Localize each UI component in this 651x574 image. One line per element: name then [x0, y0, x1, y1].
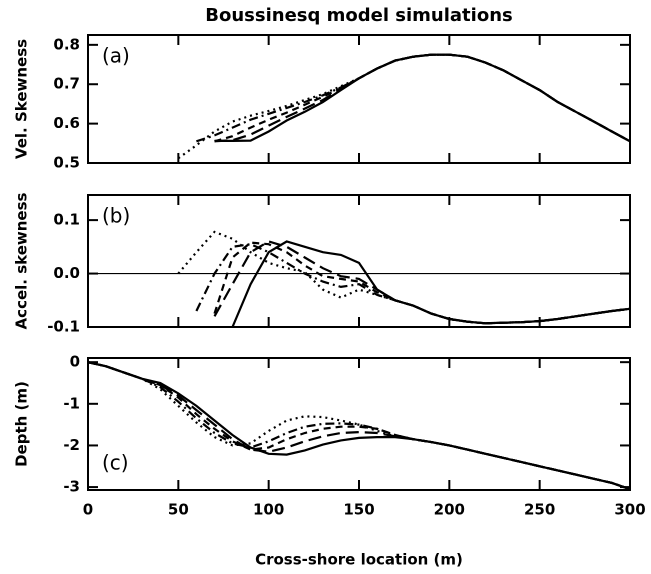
x-tick-label: 150: [343, 501, 374, 519]
x-tick-label: 300: [614, 501, 645, 519]
plot-frame: [87, 194, 631, 328]
y-tick-label: 0.8: [53, 35, 80, 53]
panel-label: (a): [102, 44, 130, 68]
y-axis-label: Vel. Skewness: [13, 39, 31, 159]
y-tick-label: 0.1: [53, 211, 80, 229]
plot-frame: [87, 357, 631, 491]
series-line: [213, 240, 631, 325]
x-tick-label: 250: [524, 501, 555, 519]
x-tick-label: 50: [168, 501, 189, 519]
x-tick-label: 200: [434, 501, 465, 519]
y-tick-label: 0.6: [53, 114, 80, 132]
y-axis-label: Depth (m): [13, 381, 31, 467]
x-tick-label: 100: [253, 501, 284, 519]
x-axis-label: Cross-shore location (m): [255, 551, 463, 569]
panel-label: (b): [102, 204, 130, 228]
y-tick-label: -2: [63, 436, 80, 454]
series-line: [195, 243, 631, 325]
series-line: [177, 53, 631, 160]
series-line: [214, 53, 631, 143]
y-tick-label: -1: [63, 394, 80, 412]
chart-title: Boussinesq model simulations: [205, 5, 512, 26]
series-line: [214, 53, 631, 143]
series-line: [87, 361, 631, 491]
y-tick-label: 0.7: [53, 75, 80, 93]
x-tick-label: 0: [83, 501, 93, 519]
y-axis-label: Accel. skewness: [13, 192, 31, 329]
series-line: [231, 240, 631, 328]
series-line: [87, 361, 631, 491]
y-tick-label: -3: [63, 478, 80, 496]
series-line: [87, 361, 631, 491]
y-tick-label: 0.0: [53, 264, 80, 282]
y-tick-label: -0.1: [47, 318, 80, 336]
plot-frame: [87, 34, 631, 164]
series-line: [214, 53, 631, 143]
y-tick-label: 0.5: [53, 154, 80, 172]
panel-label: (c): [102, 451, 129, 475]
y-tick-label: 0: [70, 353, 80, 371]
series-line: [213, 241, 631, 325]
